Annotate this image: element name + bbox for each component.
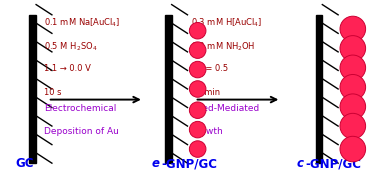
Text: Growth: Growth <box>191 127 224 136</box>
Text: Deposition of Au: Deposition of Au <box>44 127 119 136</box>
Bar <box>29 15 36 163</box>
Text: 10 s: 10 s <box>44 88 62 97</box>
Text: 1.1 → 0.0 V: 1.1 → 0.0 V <box>44 64 91 73</box>
Ellipse shape <box>189 102 206 118</box>
Text: 30 min: 30 min <box>191 88 220 97</box>
Ellipse shape <box>340 136 366 162</box>
Ellipse shape <box>189 81 206 97</box>
Ellipse shape <box>340 94 366 119</box>
Text: GC: GC <box>16 157 34 170</box>
Ellipse shape <box>340 36 366 61</box>
Bar <box>165 15 172 163</box>
Text: e: e <box>151 157 160 170</box>
Ellipse shape <box>189 22 206 39</box>
Text: -GNP/GC: -GNP/GC <box>162 157 218 170</box>
Ellipse shape <box>189 61 206 78</box>
Text: 0.3 mM H[AuCl$_4$]: 0.3 mM H[AuCl$_4$] <box>191 17 262 29</box>
Text: c: c <box>296 157 303 170</box>
Text: 0.1 mM Na[AuCl$_4$]: 0.1 mM Na[AuCl$_4$] <box>44 17 121 29</box>
Ellipse shape <box>340 113 366 139</box>
Text: 0.5 M H$_2$SO$_4$: 0.5 M H$_2$SO$_4$ <box>44 40 98 53</box>
Text: pH = 0.5: pH = 0.5 <box>191 64 228 73</box>
Text: Electrochemical: Electrochemical <box>44 104 116 113</box>
Ellipse shape <box>340 16 366 42</box>
Ellipse shape <box>189 42 206 58</box>
Ellipse shape <box>340 55 366 81</box>
Ellipse shape <box>340 74 366 100</box>
Text: 0.3 mM NH$_2$OH: 0.3 mM NH$_2$OH <box>191 40 256 53</box>
Ellipse shape <box>189 141 206 157</box>
Text: -GNP/GC: -GNP/GC <box>305 157 361 170</box>
Text: Seed-Mediated: Seed-Mediated <box>191 104 259 113</box>
Bar <box>316 15 322 163</box>
Ellipse shape <box>189 121 206 138</box>
